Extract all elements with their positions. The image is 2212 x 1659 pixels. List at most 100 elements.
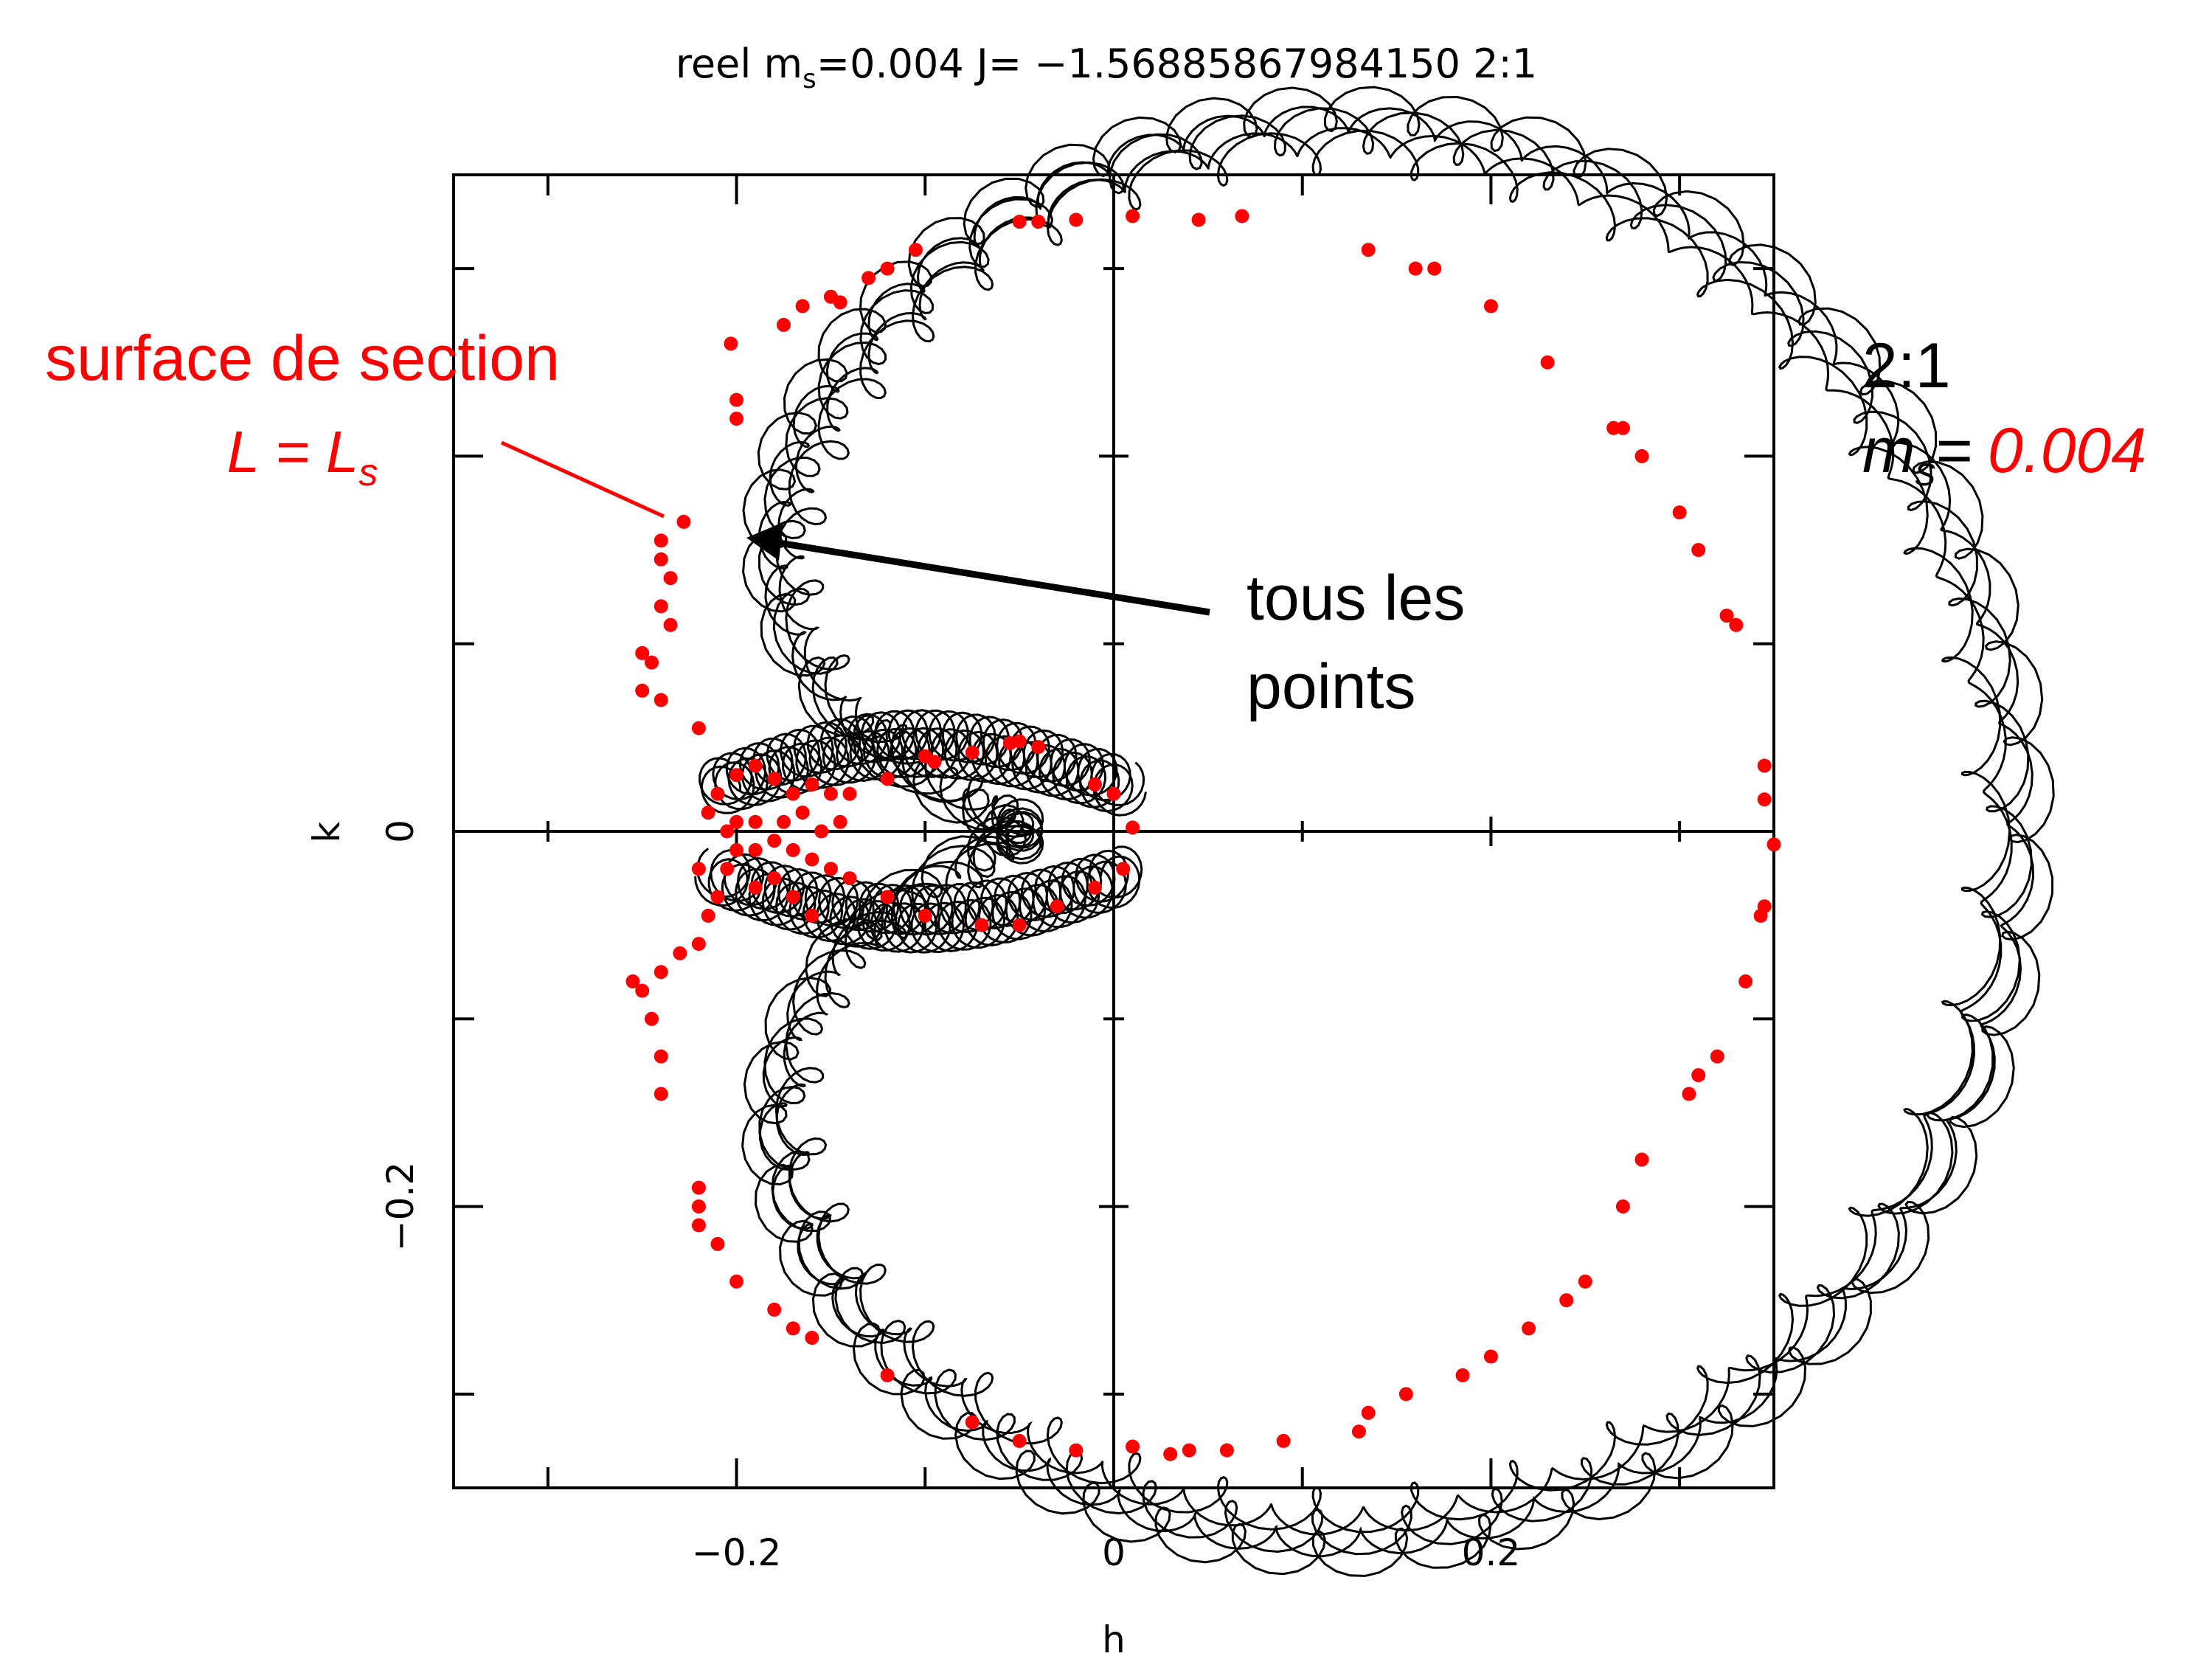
- section-point: [767, 1302, 782, 1317]
- inner-loop-strand: [694, 855, 1141, 954]
- section-point: [880, 772, 895, 786]
- section-point: [1069, 212, 1084, 227]
- section-point: [1219, 1443, 1234, 1458]
- section-point: [823, 786, 838, 801]
- section-point: [1106, 786, 1121, 801]
- section-point: [748, 880, 763, 895]
- section-point: [1398, 1387, 1413, 1402]
- section-point: [1455, 1368, 1470, 1382]
- section-point: [1163, 1447, 1178, 1461]
- section-point: [1031, 740, 1046, 755]
- section-point: [1182, 1443, 1196, 1458]
- section-point: [1235, 209, 1249, 224]
- section-point: [1191, 212, 1206, 227]
- section-point: [880, 1368, 895, 1382]
- section-point: [635, 983, 650, 998]
- section-point: [691, 1180, 706, 1195]
- orbit-strand: [758, 105, 2035, 1558]
- tick-labels: −0.2 0 0.2 −0.2 0: [379, 820, 1520, 1574]
- ms-symbol: m: [1862, 415, 1915, 486]
- section-point: [691, 862, 706, 876]
- section-point: [1012, 734, 1027, 749]
- section-point: [1729, 617, 1744, 632]
- section-point: [710, 1236, 725, 1251]
- section-point: [965, 1415, 980, 1430]
- section-point: [909, 243, 923, 257]
- section-point: [653, 599, 668, 614]
- section-point: [1672, 505, 1687, 520]
- section-point: [1691, 543, 1706, 558]
- section-point: [673, 946, 687, 960]
- section-point: [1012, 918, 1027, 932]
- section-point: [1483, 299, 1498, 314]
- section-point: [1087, 777, 1102, 792]
- section-point: [653, 965, 668, 980]
- section-point: [777, 317, 791, 332]
- section-point: [1691, 1068, 1706, 1083]
- section-point: [823, 862, 838, 876]
- section-point: [1540, 355, 1555, 370]
- section-point: [805, 852, 819, 867]
- section-point: [653, 533, 668, 548]
- section-point: [974, 918, 989, 932]
- inner-loop-strand: [698, 709, 1145, 806]
- section-point: [729, 412, 744, 426]
- section-point: [1031, 215, 1046, 229]
- section-point: [1634, 1152, 1649, 1167]
- x-axis-label: h: [1102, 1618, 1126, 1659]
- section-point: [880, 890, 895, 904]
- section-point: [701, 806, 715, 820]
- section-point: [710, 786, 725, 801]
- section-point: [1126, 1439, 1140, 1454]
- section-point: [1126, 209, 1140, 224]
- y-tick-label: −0.2: [379, 1162, 422, 1251]
- section-point: [729, 392, 744, 407]
- section-point: [653, 693, 668, 707]
- section-point: [965, 745, 980, 760]
- orbit-strand: [757, 107, 2033, 1556]
- annotation-points-line2: points: [1247, 651, 1416, 722]
- section-point: [635, 645, 650, 660]
- section-point: [1050, 899, 1064, 914]
- section-point: [1361, 243, 1376, 257]
- section-point: [645, 655, 659, 670]
- section-point: [653, 1087, 668, 1101]
- section-point: [710, 890, 725, 904]
- section-pointer-line: [500, 440, 665, 519]
- annotation-section-formula: L = Ls: [227, 419, 378, 494]
- section-point: [1753, 908, 1768, 923]
- section-point: [927, 755, 942, 769]
- section-point: [1522, 1321, 1536, 1336]
- section-point: [748, 758, 763, 773]
- section-point: [1757, 792, 1772, 807]
- title-suffix: =0.004 J= −1.56885867984150 2:1: [817, 41, 1537, 87]
- section-point: [729, 1274, 744, 1289]
- section-point: [1682, 1087, 1696, 1101]
- section-formula-main: L = L: [227, 419, 359, 485]
- section-point: [786, 1321, 800, 1336]
- orbit-strand: [741, 86, 2055, 1577]
- section-point: [1408, 261, 1423, 276]
- x-tick-label: 0: [1102, 1531, 1126, 1574]
- section-point: [1012, 1433, 1027, 1448]
- section-point: [1427, 261, 1442, 276]
- ms-subscript: s: [1915, 448, 1936, 494]
- section-point: [701, 908, 715, 923]
- section-point: [691, 1199, 706, 1214]
- section-point: [625, 974, 640, 988]
- annotation-points-line1: tous les: [1247, 563, 1465, 634]
- section-point: [748, 842, 763, 857]
- trajectory-series: [694, 86, 2055, 1577]
- section-point: [777, 814, 791, 829]
- section-point: [805, 777, 819, 792]
- axis-ticks: [454, 175, 1774, 1488]
- section-point: [805, 1331, 819, 1345]
- section-formula-sub: s: [358, 451, 378, 494]
- section-point: [720, 862, 735, 876]
- annotation-ratio: 2:1: [1862, 330, 1951, 401]
- section-point: [1719, 609, 1734, 623]
- section-point: [918, 908, 932, 923]
- section-point: [1351, 1424, 1366, 1439]
- section-point: [786, 890, 800, 904]
- section-point: [833, 295, 847, 310]
